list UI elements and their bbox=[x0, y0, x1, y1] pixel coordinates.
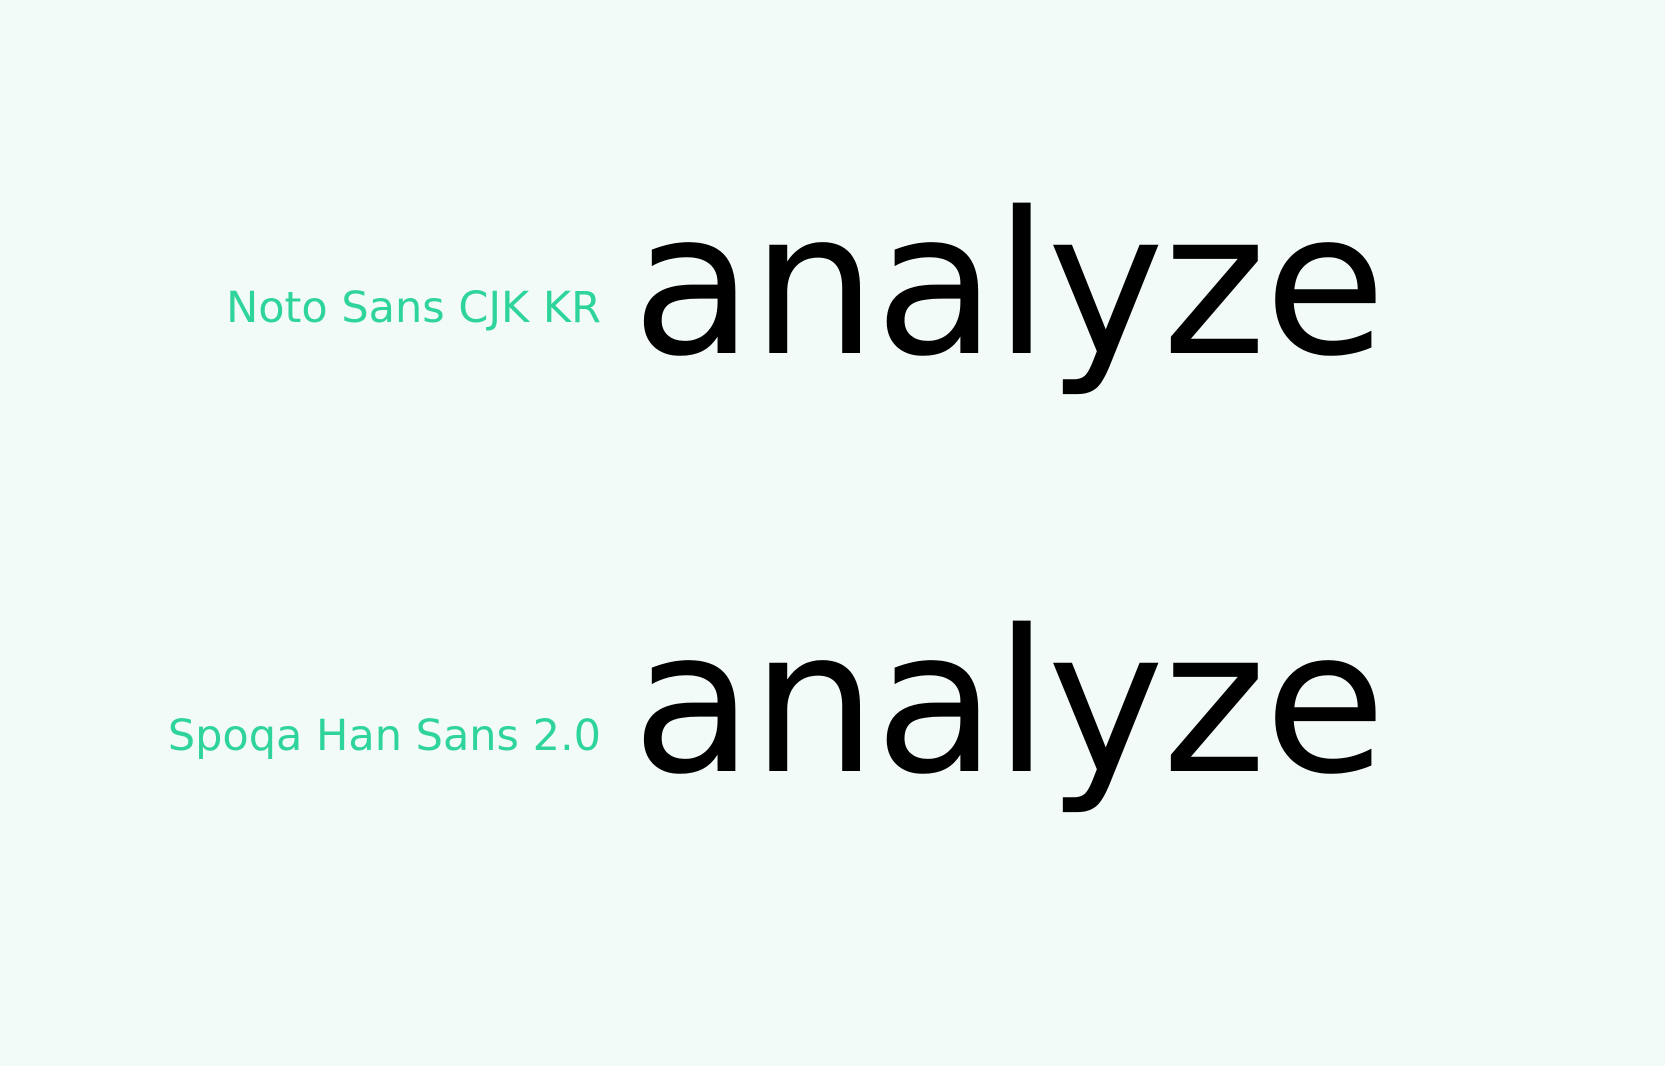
font-name-label: Spoqa Han Sans 2.0 bbox=[167, 711, 601, 761]
font-name-label: Noto Sans CJK KR bbox=[226, 283, 601, 333]
font-sample-text: analyze bbox=[632, 587, 1386, 818]
font-sample-row: Spoqa Han Sans 2.0 analyze bbox=[0, 588, 1665, 834]
font-sample-row: Noto Sans CJK KR analyze bbox=[0, 170, 1665, 416]
font-sample-text: analyze bbox=[632, 169, 1386, 400]
